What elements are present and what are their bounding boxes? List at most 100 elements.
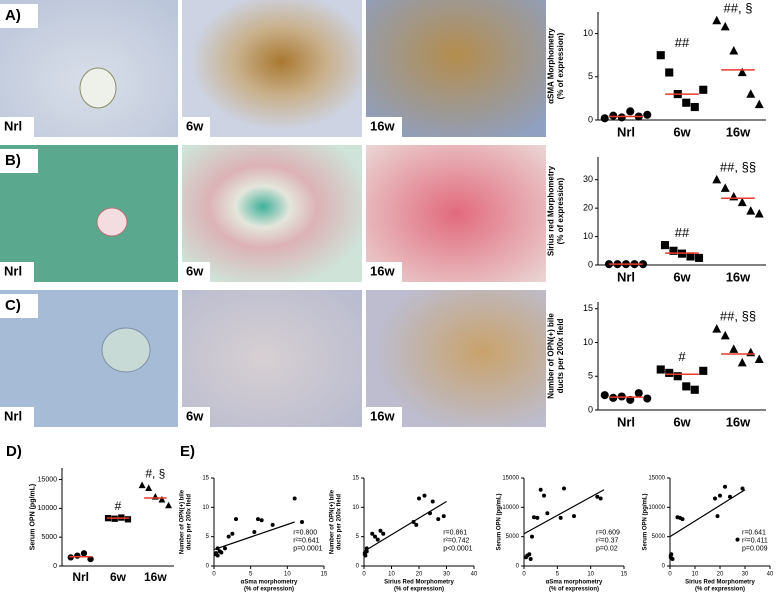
x-tick-label: 0 <box>212 572 216 578</box>
panel-label: B) <box>5 152 21 169</box>
x-axis-label: (% of expression) <box>695 587 745 593</box>
image-label: 16w <box>370 118 395 133</box>
label-box <box>182 407 210 427</box>
stat-label: r=0.800 <box>293 529 317 536</box>
y-axis-label: Number of OPN(+) bile <box>547 313 556 399</box>
micrograph <box>182 0 362 137</box>
y-tick-label: 10 <box>352 505 359 511</box>
annotation: ##, § <box>724 0 753 15</box>
point <box>270 522 275 527</box>
y-tick-label: 0 <box>53 563 57 570</box>
x-tick-label: Nrl <box>617 269 635 284</box>
micrograph <box>182 145 362 282</box>
point <box>617 113 626 122</box>
point <box>669 552 674 557</box>
y-axis-label: Sirius red Morphometry <box>547 165 556 256</box>
stat-label: r=0.861 <box>443 529 467 536</box>
y-tick-label: 15000 <box>648 476 665 482</box>
point <box>256 517 260 522</box>
point <box>712 15 722 25</box>
point <box>729 46 739 55</box>
micrographs <box>0 0 546 427</box>
micrograph <box>182 290 362 427</box>
point <box>634 389 643 398</box>
y-tick-label: 0 <box>206 564 210 570</box>
y-tick-label: 5 <box>356 534 360 540</box>
x-tick-label: 10 <box>284 572 291 578</box>
point <box>737 197 747 207</box>
point <box>124 516 132 523</box>
point <box>223 546 227 551</box>
y-tick-label: 5000 <box>652 534 666 540</box>
y-axis-label: Number of OPN(+) bile <box>329 489 335 554</box>
point <box>740 486 745 491</box>
y-tick-label: 0 <box>662 564 666 570</box>
x-tick-label: 30 <box>443 572 450 578</box>
point <box>598 496 603 501</box>
annotation: ## <box>675 35 690 50</box>
point <box>417 496 421 501</box>
point <box>234 517 238 522</box>
point <box>673 372 682 381</box>
annotation: ##, §§ <box>720 159 756 174</box>
point <box>715 514 720 519</box>
x-axis-label: (% of expression) <box>244 587 294 593</box>
stat-label: r²=0.742 <box>443 537 469 544</box>
point <box>609 111 618 120</box>
point <box>538 487 543 492</box>
y-tick-label: 5000 <box>506 534 520 540</box>
vessel <box>96 207 128 237</box>
point <box>528 556 533 561</box>
y-tick-label: 20 <box>583 203 593 213</box>
vessel <box>79 67 117 109</box>
micrograph <box>366 290 546 427</box>
point <box>699 366 708 375</box>
point <box>712 324 722 333</box>
point <box>138 481 146 489</box>
point <box>718 493 722 498</box>
point <box>600 391 609 400</box>
panel-label: E) <box>180 443 195 460</box>
y-tick-label: 15000 <box>502 476 519 482</box>
x-tick-label: 30 <box>742 572 749 578</box>
y-tick-label: 15 <box>202 476 209 482</box>
image-label: 16w <box>370 408 395 423</box>
point <box>735 537 740 542</box>
point <box>728 494 732 499</box>
y-tick-label: 0 <box>516 564 520 570</box>
point <box>746 347 756 357</box>
x-tick-label: 20 <box>416 572 423 578</box>
fit-line <box>669 489 746 538</box>
image-label: Nrl <box>4 118 22 133</box>
point <box>370 531 375 536</box>
stat-label: r=0.609 <box>596 529 620 536</box>
x-tick-label: 20 <box>717 572 724 578</box>
point <box>259 518 264 523</box>
point <box>690 102 699 112</box>
y-tick-label: 0 <box>356 564 360 570</box>
x-tick-label: 0 <box>362 572 366 578</box>
label-box <box>182 262 210 282</box>
y-axis-label: Number of OPN(+) bile <box>179 489 185 554</box>
point <box>638 260 648 269</box>
point <box>680 517 685 522</box>
y-axis-label: Serum OPN (pg/mL) <box>29 484 36 551</box>
stat-label: p<0.0001 <box>443 545 472 552</box>
panel-label: A) <box>5 7 21 24</box>
x-tick-label: 15 <box>321 572 328 578</box>
point <box>252 529 257 534</box>
point <box>699 85 708 94</box>
y-axis-label: (% of expression) <box>556 177 565 244</box>
point <box>215 553 220 558</box>
point <box>363 553 368 558</box>
point <box>665 68 674 77</box>
point <box>729 344 739 353</box>
annotation: ## <box>675 225 690 240</box>
y-tick-label: 10000 <box>502 505 519 511</box>
point <box>713 496 717 501</box>
point <box>686 252 695 261</box>
micrograph-labels: A) B) C) Nrl 6w 16w Nrl 6w 16w Nrl 6w 16… <box>0 4 402 427</box>
stat-label: r=0.641 <box>742 529 766 536</box>
x-axis-label: (% of expression) <box>394 587 444 593</box>
point <box>682 98 691 107</box>
